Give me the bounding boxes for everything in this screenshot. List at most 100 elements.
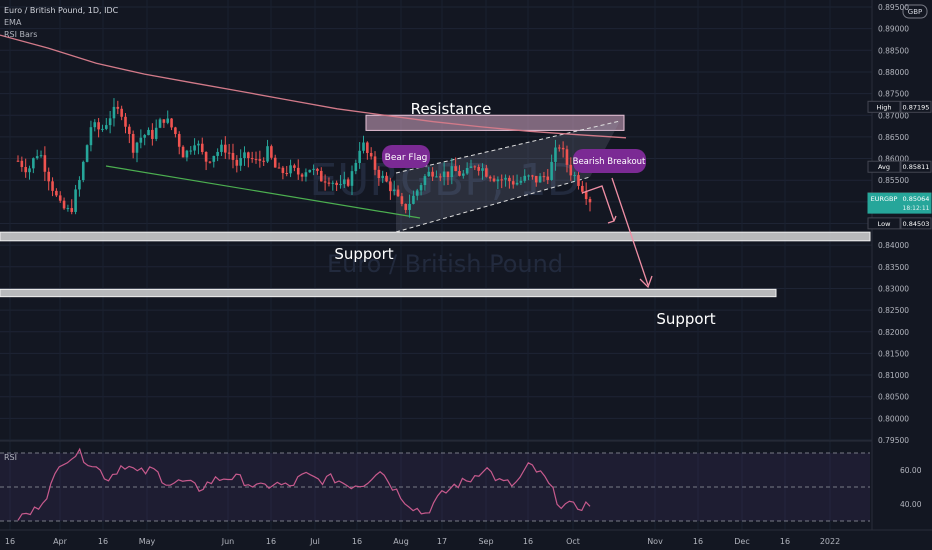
candle-body (492, 178, 496, 182)
x-tick-label: 16 (693, 537, 703, 546)
candle-body (43, 155, 47, 172)
candle-body (446, 171, 450, 177)
x-tick-label: Jun (221, 537, 235, 546)
candle-body (193, 145, 196, 151)
candle-body (78, 180, 81, 190)
chart-title: Euro / British Pound, 1D, IDC (4, 6, 119, 15)
candle-body (147, 129, 150, 136)
candle-body (561, 147, 565, 150)
candle-body (308, 169, 312, 173)
y-tick-label: 0.87000 (878, 111, 909, 120)
candle-body (66, 208, 70, 210)
y-tick-label: 0.80000 (878, 414, 909, 423)
candle-body (550, 161, 553, 180)
candle-body (554, 147, 557, 162)
candle-body (154, 127, 158, 139)
candle-body (270, 146, 273, 158)
support-zone-lower[interactable] (0, 288, 777, 298)
candle-body (588, 199, 592, 203)
trendline[interactable] (105, 165, 421, 219)
candle-body (62, 200, 66, 209)
candle-body (327, 182, 331, 184)
candle-body (511, 181, 515, 185)
candle-body (377, 169, 381, 179)
candle-body (108, 118, 112, 126)
candle-body (101, 128, 104, 130)
candle-body (546, 176, 550, 180)
bearish-breakout-label: Bearish Breakout (573, 157, 646, 167)
price-tag-label: High (877, 103, 892, 111)
support-zone-upper[interactable] (0, 231, 871, 242)
rsi-levels (0, 452, 870, 522)
x-tick-label: Apr (53, 537, 68, 546)
x-tick-label: Dec (734, 537, 749, 546)
y-tick-label: 0.89000 (878, 25, 909, 34)
candle-body (112, 106, 116, 119)
candle-body (185, 150, 189, 158)
candle-body (143, 135, 146, 138)
x-tick-label: 16 (266, 537, 276, 546)
price-tag-label-box (867, 160, 901, 173)
y-tick-label: 0.82500 (878, 306, 909, 315)
candle-body (189, 150, 193, 152)
x-tick-label: 16 (5, 537, 15, 546)
candle-body (128, 126, 131, 134)
price-tag-value: 0.84503 (903, 220, 930, 228)
price-tag-value: 0.87195 (903, 103, 930, 111)
price-tag-label-box (867, 100, 901, 113)
candle-body (454, 166, 457, 172)
candle-body (362, 142, 365, 151)
grid (0, 0, 872, 530)
candle-body (281, 167, 285, 174)
candle-body (534, 175, 538, 183)
candle-body (120, 108, 123, 117)
candle-body (538, 176, 542, 183)
candle-body (28, 168, 31, 173)
candle-body (273, 157, 277, 168)
rsi-axis: 60.00 40.00 (900, 466, 922, 509)
bearish-breakout-callout[interactable]: Bearish Breakout (573, 149, 646, 173)
candle-body (220, 144, 223, 152)
candle-body (51, 181, 54, 191)
candle-body (354, 162, 358, 172)
x-tick-label: 16 (98, 537, 108, 546)
candle-body (504, 177, 507, 180)
rsi-tick-label: 60.00 (900, 466, 922, 475)
candle-body (262, 160, 265, 162)
candle-body (366, 142, 369, 153)
candle-body (243, 152, 246, 159)
bear-flag-callout[interactable]: Bear Flag (382, 145, 430, 168)
candle-body (58, 195, 62, 201)
candle-body (431, 171, 434, 177)
candle-body (569, 164, 573, 176)
candle-body (55, 190, 58, 196)
candle-body (200, 143, 204, 152)
candle-body (531, 175, 534, 177)
price-tag-value-box (900, 192, 932, 214)
bear-flag-label: Bear Flag (385, 153, 428, 163)
candle-body (208, 161, 212, 163)
candle-body (239, 158, 242, 166)
candle-body (519, 180, 523, 183)
candle-body (385, 175, 388, 182)
candle-body (488, 176, 492, 179)
candle-body (323, 181, 327, 183)
y-tick-label: 0.80500 (878, 393, 909, 402)
resistance-zone[interactable] (365, 114, 625, 131)
candle-body (151, 129, 154, 139)
candle-body (293, 165, 296, 168)
currency-badge[interactable]: GBP (902, 4, 928, 19)
candle-body (392, 189, 396, 192)
y-tick-label: 0.83000 (878, 284, 909, 293)
candle-body (74, 189, 77, 212)
candle-body (312, 168, 315, 170)
arrow-large (611, 177, 649, 286)
candle-body (442, 171, 446, 177)
candle-body (500, 179, 504, 181)
candle-body (508, 177, 511, 182)
price-tag-label: Low (878, 220, 891, 228)
y-tick-label: 0.89500 (878, 3, 909, 12)
candle-body (289, 165, 292, 174)
y-tick-label: 0.83500 (878, 263, 909, 272)
